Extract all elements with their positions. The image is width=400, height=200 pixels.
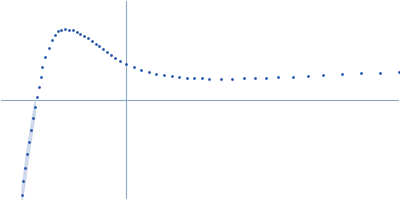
Point (229, 77, 236, 80)
Point (20, 180, 27, 183)
Point (396, 70, 400, 74)
Point (240, 77, 247, 80)
Point (218, 77, 224, 80)
Point (45, 46, 52, 49)
Point (252, 76, 258, 80)
Point (24, 153, 30, 156)
Point (377, 71, 384, 74)
Point (199, 77, 205, 80)
Point (30, 116, 36, 120)
Point (206, 77, 213, 80)
Point (290, 75, 296, 78)
Point (81, 34, 88, 38)
Point (320, 74, 326, 77)
Point (117, 60, 124, 63)
Point (32, 106, 38, 109)
Point (58, 28, 65, 31)
Point (39, 66, 46, 69)
Point (34, 96, 40, 99)
Point (111, 56, 118, 59)
Point (100, 48, 106, 51)
Point (168, 74, 175, 78)
Point (130, 65, 137, 69)
Point (123, 62, 129, 65)
Point (138, 68, 144, 71)
Point (176, 75, 182, 79)
Point (191, 76, 198, 80)
Point (70, 29, 76, 32)
Point (66, 28, 72, 31)
Point (358, 72, 364, 75)
Point (184, 76, 190, 79)
Point (37, 76, 44, 79)
Point (89, 39, 95, 42)
Point (48, 39, 55, 42)
Point (74, 30, 80, 33)
Point (108, 53, 114, 56)
Point (18, 193, 25, 196)
Point (96, 45, 102, 48)
Point (62, 28, 68, 31)
Point (36, 86, 42, 89)
Point (42, 55, 49, 58)
Point (153, 72, 160, 75)
Point (339, 73, 346, 76)
Point (26, 140, 32, 143)
Point (146, 70, 152, 74)
Point (161, 74, 167, 77)
Point (104, 51, 110, 54)
Point (77, 32, 84, 35)
Point (305, 74, 311, 77)
Point (54, 30, 61, 33)
Point (92, 42, 99, 45)
Point (22, 166, 28, 169)
Point (52, 33, 58, 37)
Point (28, 128, 34, 131)
Point (85, 37, 91, 40)
Point (263, 76, 270, 79)
Point (275, 76, 281, 79)
